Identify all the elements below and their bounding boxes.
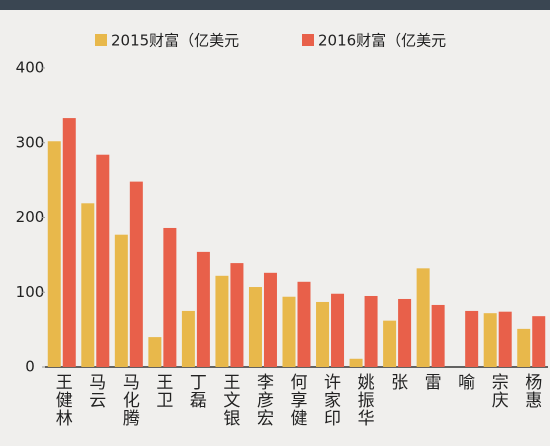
bar bbox=[196, 251, 210, 367]
bar bbox=[398, 298, 412, 367]
bar bbox=[181, 310, 195, 367]
x-tick-label: 宗庆 bbox=[488, 373, 509, 409]
bar bbox=[62, 118, 76, 368]
bar bbox=[532, 316, 546, 367]
bar bbox=[331, 293, 345, 367]
x-tick-label: 姚振华 bbox=[354, 373, 375, 427]
x-tick-label: 雷 bbox=[421, 373, 441, 391]
x-tick-label: 何享健 bbox=[287, 373, 308, 427]
x-tick-label: 丁磊 bbox=[186, 373, 207, 409]
x-tick-label: 王文银 bbox=[219, 373, 240, 427]
bar bbox=[215, 275, 229, 367]
bar bbox=[349, 358, 363, 367]
legend-swatch bbox=[302, 34, 314, 46]
bar bbox=[114, 234, 128, 367]
bar bbox=[230, 263, 244, 367]
bar bbox=[47, 141, 61, 367]
x-tick-label: 杨惠 bbox=[521, 373, 542, 409]
bar bbox=[316, 301, 330, 367]
legend-label: 2015财富（亿美元 bbox=[111, 32, 239, 50]
y-tick-label: 200 bbox=[16, 208, 45, 226]
y-tick-label: 400 bbox=[16, 59, 45, 77]
legend-label: 2016财富（亿美元 bbox=[318, 32, 446, 50]
bar bbox=[282, 296, 296, 367]
bar bbox=[129, 181, 143, 367]
bar bbox=[263, 272, 277, 367]
top-band bbox=[0, 0, 550, 10]
bar bbox=[163, 227, 177, 367]
bar bbox=[498, 311, 512, 367]
y-tick-label: 0 bbox=[25, 358, 35, 376]
bar bbox=[148, 337, 162, 367]
bar bbox=[96, 154, 110, 367]
y-tick-label: 300 bbox=[16, 133, 45, 151]
x-tick-label: 张 bbox=[387, 373, 407, 391]
bar bbox=[416, 268, 430, 367]
legend-swatch bbox=[95, 34, 107, 46]
bar bbox=[517, 328, 531, 367]
bar bbox=[364, 295, 378, 367]
x-tick-label: 马化腾 bbox=[119, 373, 140, 427]
x-tick-label: 李彦宏 bbox=[253, 373, 274, 427]
x-tick-label: 马云 bbox=[85, 373, 106, 409]
bar bbox=[383, 320, 397, 367]
bar bbox=[248, 287, 262, 367]
x-tick-label: 王健林 bbox=[52, 373, 72, 427]
bar bbox=[465, 310, 479, 367]
x-tick-label: 喻 bbox=[454, 373, 474, 391]
x-tick-label: 王卫 bbox=[152, 373, 173, 409]
y-tick-label: 100 bbox=[16, 283, 45, 301]
bar bbox=[431, 304, 445, 367]
x-tick-label: 许家印 bbox=[320, 373, 341, 427]
bar bbox=[483, 313, 497, 367]
bar bbox=[81, 203, 95, 367]
bar bbox=[297, 281, 311, 367]
